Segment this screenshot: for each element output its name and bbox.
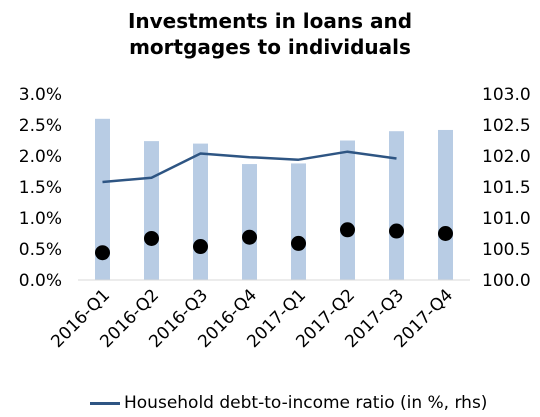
right-axis-tick-label: 101.5 bbox=[482, 178, 531, 198]
dot-2017-q2 bbox=[340, 222, 355, 238]
bar-2016-q4 bbox=[242, 164, 257, 280]
bar-2017-q3 bbox=[389, 131, 404, 280]
legend: Household debt-to-income ratio (in %, rh… bbox=[90, 392, 487, 414]
left-axis-tick-label: 0.5% bbox=[19, 240, 62, 260]
bar-2016-q1 bbox=[95, 118, 110, 280]
debt-to-income-line bbox=[102, 150, 397, 184]
legend-line-swatch bbox=[90, 401, 120, 405]
right-axis-tick-label: 101.0 bbox=[482, 209, 531, 229]
dot-2016-q4 bbox=[242, 229, 257, 245]
left-axis-tick-label: 1.5% bbox=[19, 178, 62, 198]
left-axis-tick-label: 2.0% bbox=[19, 147, 62, 167]
right-axis-tick-label: 103.0 bbox=[482, 85, 531, 105]
right-axis-tick-label: 100.5 bbox=[482, 240, 531, 260]
bar-2017-q1 bbox=[291, 163, 306, 280]
dot-2016-q1 bbox=[95, 245, 110, 261]
right-axis-tick-label: 102.5 bbox=[482, 116, 531, 136]
dot-2016-q3 bbox=[193, 239, 208, 255]
chart-title-line-2: mortgages to individuals bbox=[129, 35, 411, 59]
dot-2016-q2 bbox=[144, 230, 159, 246]
right-axis-tick-label: 102.0 bbox=[482, 147, 531, 167]
bar-2016-q3 bbox=[193, 143, 208, 280]
bar-2017-q2 bbox=[340, 140, 355, 280]
bar-2017-q4 bbox=[438, 129, 453, 280]
left-axis-tick-label: 0.0% bbox=[19, 271, 62, 291]
chart-title-line-1: Investments in loans and bbox=[127, 9, 413, 33]
dot-2017-q4 bbox=[438, 226, 453, 241]
dot-2017-q3 bbox=[389, 223, 404, 239]
bar-2016-q2 bbox=[144, 141, 159, 280]
left-axis-tick-label: 3.0% bbox=[19, 85, 62, 105]
left-axis-tick-label: 2.5% bbox=[19, 116, 62, 136]
right-axis-tick-label: 100.0 bbox=[482, 271, 531, 291]
dot-2017-q1 bbox=[291, 235, 306, 251]
legend-label-debt-ratio: Household debt-to-income ratio (in %, rh… bbox=[124, 393, 488, 413]
chart-title: Investments in loans and mortgages to in… bbox=[0, 8, 540, 60]
left-axis-tick-label: 1.0% bbox=[19, 209, 62, 229]
